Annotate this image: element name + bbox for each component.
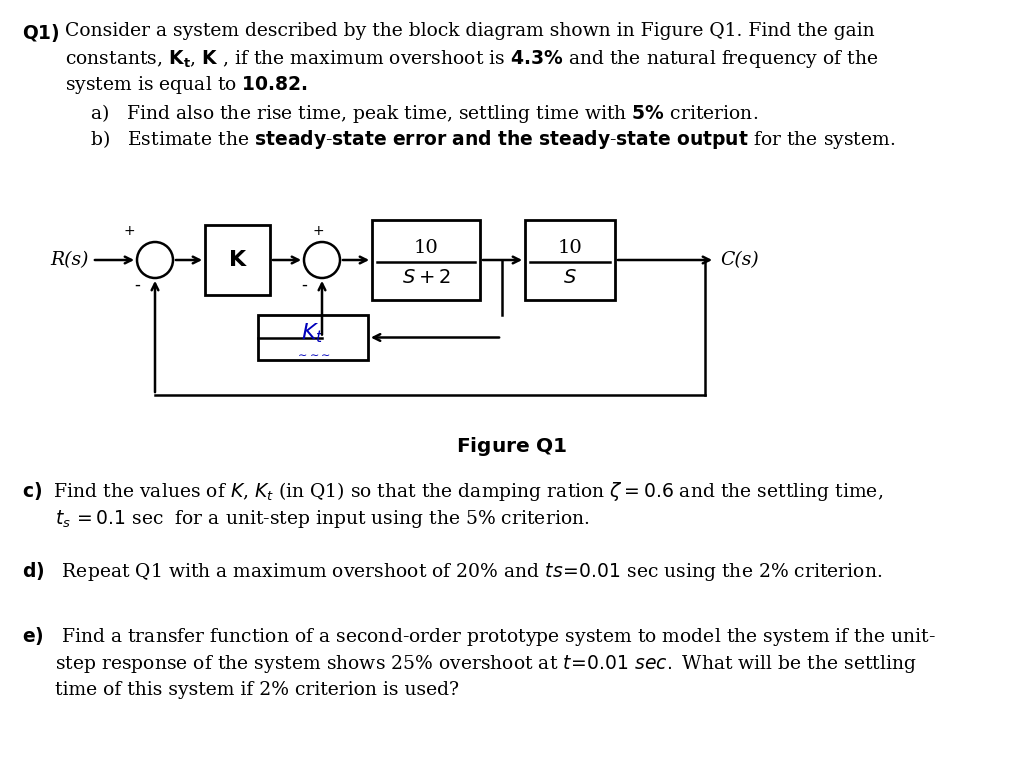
Text: time of this system if 2% criterion is used?: time of this system if 2% criterion is u… bbox=[55, 681, 459, 699]
Text: $K_t$: $K_t$ bbox=[301, 322, 325, 345]
FancyBboxPatch shape bbox=[525, 220, 615, 300]
Text: $\mathbf{e)}$   Find a transfer function of a second-order prototype system to m: $\mathbf{e)}$ Find a transfer function o… bbox=[22, 625, 936, 648]
Text: +: + bbox=[123, 224, 135, 238]
Text: C(s): C(s) bbox=[720, 251, 759, 269]
Text: constants, $\mathbf{K_t}$, $\mathbf{K}$ , if the maximum overshoot is $\mathbf{4: constants, $\mathbf{K_t}$, $\mathbf{K}$ … bbox=[65, 48, 879, 70]
Text: $\mathbf{c)}$  Find the values of $K$, $K_t$ (in Q1) so that the damping ration : $\mathbf{c)}$ Find the values of $K$, $K… bbox=[22, 480, 883, 503]
Text: $\mathbf{Q1)}$: $\mathbf{Q1)}$ bbox=[22, 22, 60, 44]
Text: step response of the system shows 25% overshoot at $t\!=\!0.01$ $sec.$ What will: step response of the system shows 25% ov… bbox=[55, 653, 916, 675]
Text: -: - bbox=[301, 276, 307, 294]
Text: -: - bbox=[134, 276, 140, 294]
Text: a)   Find also the rise time, peak time, settling time with $\mathbf{5\%}$ crite: a) Find also the rise time, peak time, s… bbox=[90, 102, 758, 125]
Text: $S$: $S$ bbox=[563, 269, 577, 287]
Text: +: + bbox=[312, 224, 324, 238]
FancyBboxPatch shape bbox=[372, 220, 480, 300]
Text: $S+2$: $S+2$ bbox=[401, 269, 451, 287]
Text: $\sim\!\sim\!\sim$: $\sim\!\sim\!\sim$ bbox=[295, 349, 331, 359]
Text: $\mathbf{d)}$   Repeat Q1 with a maximum overshoot of 20% and $ts\!=\!0.01$ sec : $\mathbf{d)}$ Repeat Q1 with a maximum o… bbox=[22, 560, 883, 583]
Text: $\mathbf{Figure\ Q1}$: $\mathbf{Figure\ Q1}$ bbox=[457, 435, 567, 458]
Text: 10: 10 bbox=[558, 239, 583, 257]
FancyBboxPatch shape bbox=[205, 225, 270, 295]
Text: 10: 10 bbox=[414, 239, 438, 257]
Text: R(s): R(s) bbox=[50, 251, 88, 269]
Text: Consider a system described by the block diagram shown in Figure Q1. Find the ga: Consider a system described by the block… bbox=[65, 22, 874, 40]
Text: $\mathbf{K}$: $\mathbf{K}$ bbox=[227, 249, 248, 271]
Text: $t_s\,=0.1$ sec  for a unit-step input using the 5% criterion.: $t_s\,=0.1$ sec for a unit-step input us… bbox=[55, 508, 590, 530]
FancyBboxPatch shape bbox=[258, 315, 368, 360]
Text: system is equal to $\mathbf{10.82.}$: system is equal to $\mathbf{10.82.}$ bbox=[65, 74, 308, 96]
Text: b)   Estimate the $\mathbf{steady}$-$\mathbf{state\ error\ and\ the\ steady}$-$\: b) Estimate the $\mathbf{steady}$-$\math… bbox=[90, 128, 895, 151]
